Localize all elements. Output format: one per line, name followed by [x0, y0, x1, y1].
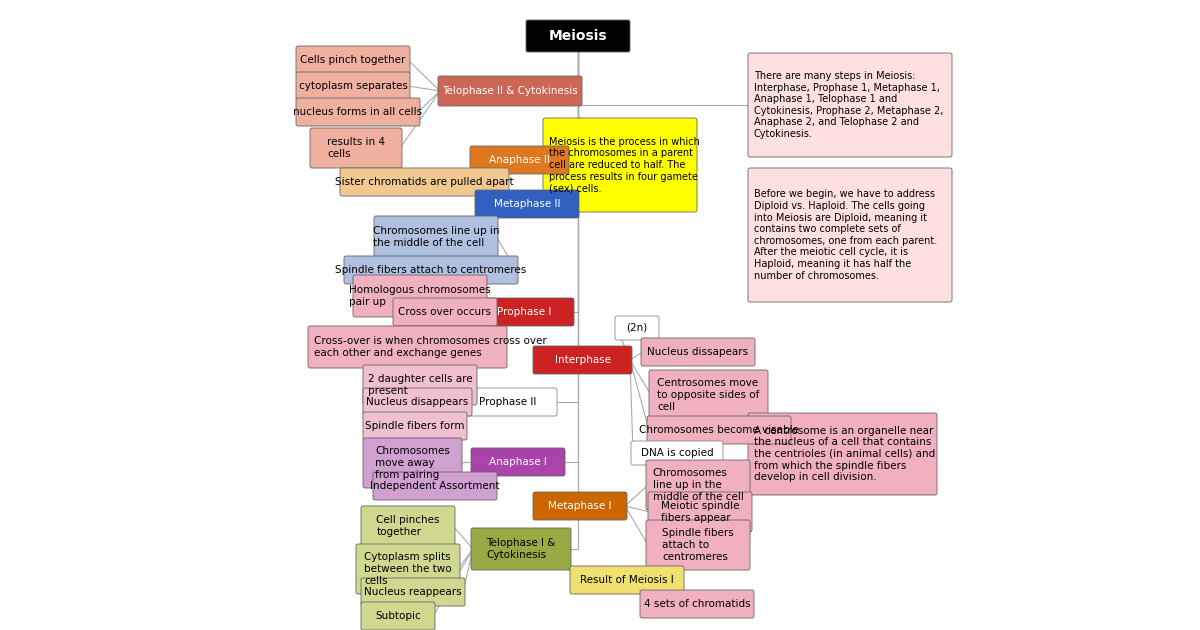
Text: Nucleus dissapears: Nucleus dissapears	[648, 347, 749, 357]
FancyBboxPatch shape	[361, 578, 466, 606]
FancyBboxPatch shape	[533, 346, 632, 374]
FancyBboxPatch shape	[310, 128, 402, 168]
FancyBboxPatch shape	[364, 438, 462, 488]
Text: results in 4
cells: results in 4 cells	[326, 137, 385, 159]
Text: Cells pinch together: Cells pinch together	[300, 55, 406, 65]
FancyBboxPatch shape	[438, 76, 582, 106]
FancyBboxPatch shape	[340, 168, 509, 196]
FancyBboxPatch shape	[470, 146, 569, 174]
Text: Prophase I: Prophase I	[497, 307, 552, 317]
Text: Meiosis: Meiosis	[548, 29, 607, 43]
FancyBboxPatch shape	[361, 506, 455, 546]
Text: Chromosomes become visable: Chromosomes become visable	[640, 425, 799, 435]
Text: Anaphase II: Anaphase II	[490, 155, 550, 165]
Text: Centrosomes move
to opposite sides of
cell: Centrosomes move to opposite sides of ce…	[658, 379, 760, 411]
FancyBboxPatch shape	[374, 216, 498, 258]
FancyBboxPatch shape	[748, 413, 937, 495]
Text: nucleus forms in all cells: nucleus forms in all cells	[294, 107, 422, 117]
FancyBboxPatch shape	[646, 460, 750, 510]
FancyBboxPatch shape	[647, 416, 791, 444]
Text: Nucleus reappears: Nucleus reappears	[364, 587, 462, 597]
FancyBboxPatch shape	[475, 190, 580, 218]
FancyBboxPatch shape	[616, 316, 659, 340]
Text: Spindle fibers form: Spindle fibers form	[365, 421, 464, 431]
FancyBboxPatch shape	[649, 370, 768, 420]
FancyBboxPatch shape	[748, 53, 952, 157]
Text: 2 daughter cells are
present: 2 daughter cells are present	[367, 374, 473, 396]
FancyBboxPatch shape	[641, 338, 755, 366]
FancyBboxPatch shape	[364, 365, 478, 405]
Text: Spindle fibers attach to centromeres: Spindle fibers attach to centromeres	[335, 265, 527, 275]
Text: cytoplasm separates: cytoplasm separates	[299, 81, 408, 91]
FancyBboxPatch shape	[631, 441, 722, 465]
Text: A centrosome is an organelle near
the nucleus of a cell that contains
the centri: A centrosome is an organelle near the nu…	[754, 426, 935, 482]
Text: Telophase II & Cytokinesis: Telophase II & Cytokinesis	[442, 86, 578, 96]
Text: Cross over occurs: Cross over occurs	[398, 307, 492, 317]
Text: Metaphase I: Metaphase I	[548, 501, 612, 511]
FancyBboxPatch shape	[533, 492, 628, 520]
FancyBboxPatch shape	[570, 566, 684, 594]
Text: Meiotic spindle
fibers appear: Meiotic spindle fibers appear	[661, 501, 739, 523]
Text: Meiosis is the process in which
the chromosomes in a parent
cell are reduced to : Meiosis is the process in which the chro…	[550, 137, 700, 193]
FancyBboxPatch shape	[394, 298, 497, 326]
Text: Cytoplasm splits
between the two
cells: Cytoplasm splits between the two cells	[364, 553, 452, 586]
FancyBboxPatch shape	[542, 118, 697, 212]
FancyBboxPatch shape	[373, 472, 497, 500]
Text: Prophase II: Prophase II	[479, 397, 536, 407]
FancyBboxPatch shape	[526, 20, 630, 52]
Text: Result of Meiosis I: Result of Meiosis I	[580, 575, 674, 585]
Text: Cross-over is when chromosomes cross over
each other and exchange genes: Cross-over is when chromosomes cross ove…	[314, 336, 547, 358]
FancyBboxPatch shape	[470, 528, 571, 570]
Text: 4 sets of chromatids: 4 sets of chromatids	[643, 599, 750, 609]
FancyBboxPatch shape	[646, 520, 750, 570]
Text: Chromosomes line up in
the middle of the cell: Chromosomes line up in the middle of the…	[373, 226, 499, 248]
Text: DNA is copied: DNA is copied	[641, 448, 713, 458]
FancyBboxPatch shape	[640, 590, 754, 618]
FancyBboxPatch shape	[344, 256, 518, 284]
Text: Independent Assortment: Independent Assortment	[371, 481, 499, 491]
FancyBboxPatch shape	[296, 46, 410, 74]
FancyBboxPatch shape	[364, 412, 467, 440]
Text: Telophase I &
Cytokinesis: Telophase I & Cytokinesis	[486, 538, 556, 560]
Text: (2n): (2n)	[626, 323, 648, 333]
FancyBboxPatch shape	[356, 544, 460, 594]
FancyBboxPatch shape	[748, 168, 952, 302]
FancyBboxPatch shape	[475, 298, 574, 326]
FancyBboxPatch shape	[648, 492, 752, 532]
Text: Sister chromatids are pulled apart: Sister chromatids are pulled apart	[335, 177, 514, 187]
FancyBboxPatch shape	[308, 326, 508, 368]
Text: Nucleus disappears: Nucleus disappears	[366, 397, 469, 407]
FancyBboxPatch shape	[364, 388, 472, 416]
Text: Subtopic: Subtopic	[376, 611, 421, 621]
Text: Chromosomes
line up in the
middle of the cell: Chromosomes line up in the middle of the…	[653, 468, 744, 501]
Text: Anaphase I: Anaphase I	[490, 457, 547, 467]
Text: Cell pinches
together: Cell pinches together	[377, 515, 439, 537]
FancyBboxPatch shape	[296, 72, 410, 100]
Text: Homologous chromosomes
pair up: Homologous chromosomes pair up	[349, 285, 491, 307]
FancyBboxPatch shape	[458, 388, 557, 416]
Text: Interphase: Interphase	[554, 355, 611, 365]
FancyBboxPatch shape	[361, 602, 436, 630]
Text: Before we begin, we have to address
Diploid vs. Haploid. The cells going
into Me: Before we begin, we have to address Dipl…	[754, 190, 937, 280]
FancyBboxPatch shape	[296, 98, 420, 126]
Text: Spindle fibers
attach to
centromeres: Spindle fibers attach to centromeres	[662, 529, 734, 561]
FancyBboxPatch shape	[353, 275, 487, 317]
Text: Metaphase II: Metaphase II	[493, 199, 560, 209]
FancyBboxPatch shape	[470, 448, 565, 476]
Text: There are many steps in Meiosis:
Interphase, Prophase 1, Metaphase 1,
Anaphase 1: There are many steps in Meiosis: Interph…	[754, 71, 943, 139]
Text: Chromosomes
move away
from pairing: Chromosomes move away from pairing	[376, 447, 450, 479]
